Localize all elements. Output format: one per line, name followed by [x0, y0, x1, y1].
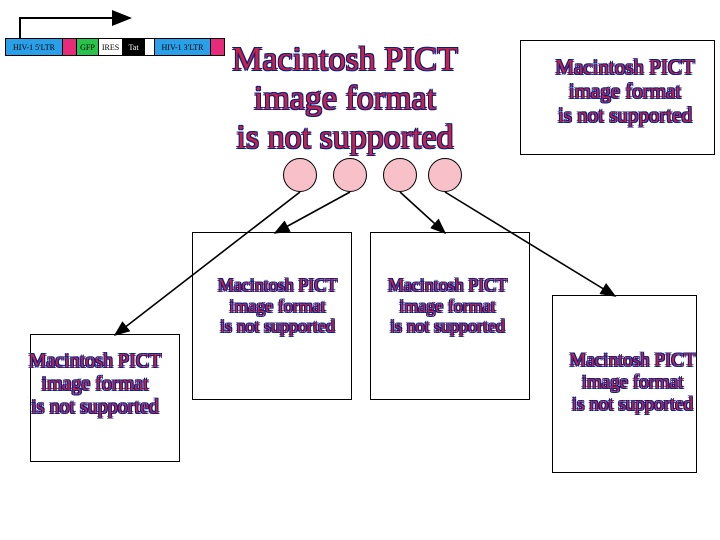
msg-mid-left-line1: Macintosh PICT [190, 275, 365, 296]
msg-top-main: Macintosh PICTimage formatis not support… [155, 40, 535, 157]
msg-mid-right-line3: is not supported [360, 316, 535, 337]
gene-segment-0: HIV-1 5'LTR [6, 39, 62, 55]
msg-mid-left-line3: is not supported [190, 316, 365, 337]
msg-top-main-line1: Macintosh PICT [155, 40, 535, 79]
msg-top-right-line1: Macintosh PICT [525, 55, 720, 79]
flow-arrow-1 [275, 192, 350, 233]
msg-bot-right-line1: Macintosh PICT [540, 350, 720, 372]
msg-bot-right-line3: is not supported [540, 394, 720, 416]
msg-mid-left: Macintosh PICTimage formatis not support… [190, 275, 365, 337]
msg-bot-left: Macintosh PICTimage formatis not support… [0, 350, 190, 419]
promoter-arrow [20, 18, 130, 38]
msg-bot-left-line2: image format [0, 373, 190, 396]
msg-top-main-line2: image format [155, 79, 535, 118]
msg-bot-left-line1: Macintosh PICT [0, 350, 190, 373]
msg-mid-right: Macintosh PICTimage formatis not support… [360, 275, 535, 337]
gene-segment-5 [144, 39, 154, 55]
gene-segment-3: IRES [98, 39, 122, 55]
msg-top-main-line3: is not supported [155, 118, 535, 157]
msg-mid-left-line2: image format [190, 296, 365, 317]
msg-bot-right-line2: image format [540, 372, 720, 394]
gene-segment-4: Tat [122, 39, 144, 55]
gene-segment-2: GFP [76, 39, 98, 55]
node-circle-2 [383, 158, 417, 192]
msg-mid-right-line1: Macintosh PICT [360, 275, 535, 296]
msg-mid-right-line2: image format [360, 296, 535, 317]
msg-bot-left-line3: is not supported [0, 396, 190, 419]
msg-bot-right: Macintosh PICTimage formatis not support… [540, 350, 720, 416]
msg-top-right-line2: image format [525, 79, 720, 103]
node-circle-1 [333, 158, 367, 192]
node-circle-3 [428, 158, 462, 192]
msg-top-right-line3: is not supported [525, 103, 720, 127]
node-circle-0 [283, 158, 317, 192]
msg-top-right: Macintosh PICTimage formatis not support… [525, 55, 720, 127]
flow-arrow-2 [400, 192, 445, 233]
gene-segment-1 [62, 39, 76, 55]
